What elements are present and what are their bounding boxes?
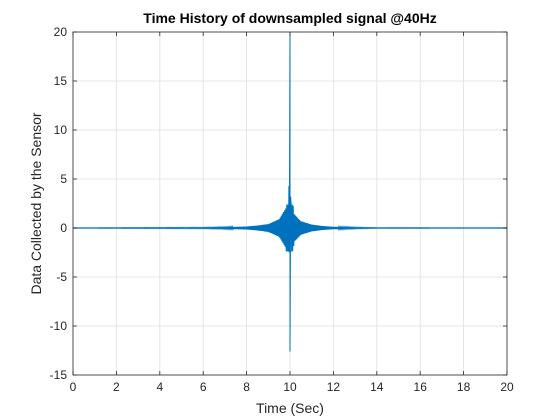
y-tick-label: 15: [54, 74, 68, 88]
series-layer: [72, 31, 508, 352]
y-tick-label: -5: [56, 270, 67, 284]
x-tick-label: 20: [500, 380, 514, 394]
y-axis-label: Data Collected by the Sensor: [28, 112, 44, 294]
x-tick-label: 8: [243, 380, 250, 394]
x-tick-label: 16: [414, 380, 428, 394]
signal-series-line: [72, 31, 508, 352]
chart-title: Time History of downsampled signal @40Hz: [143, 10, 436, 26]
ticks: 0 2 4 6 8 10 12 14 16 18 20 -15 -10 -5 0 5 10 15 20: [50, 25, 514, 394]
y-tick-label: -10: [50, 319, 68, 333]
x-tick-label: 2: [113, 380, 120, 394]
y-tick-label: 10: [54, 123, 68, 137]
y-tick-label: -15: [50, 368, 68, 382]
y-tick-label: 20: [54, 25, 68, 39]
y-tick-label: 5: [60, 172, 67, 186]
x-tick-label: 10: [283, 380, 297, 394]
y-tick-label: 0: [60, 221, 67, 235]
x-tick-label: 18: [457, 380, 471, 394]
x-tick-label: 4: [156, 380, 163, 394]
x-tick-label: 0: [70, 380, 77, 394]
x-tick-label: 14: [370, 380, 384, 394]
x-tick-label: 12: [327, 380, 341, 394]
x-axis-label: Time (Sec): [256, 400, 324, 416]
x-tick-label: 6: [200, 380, 207, 394]
